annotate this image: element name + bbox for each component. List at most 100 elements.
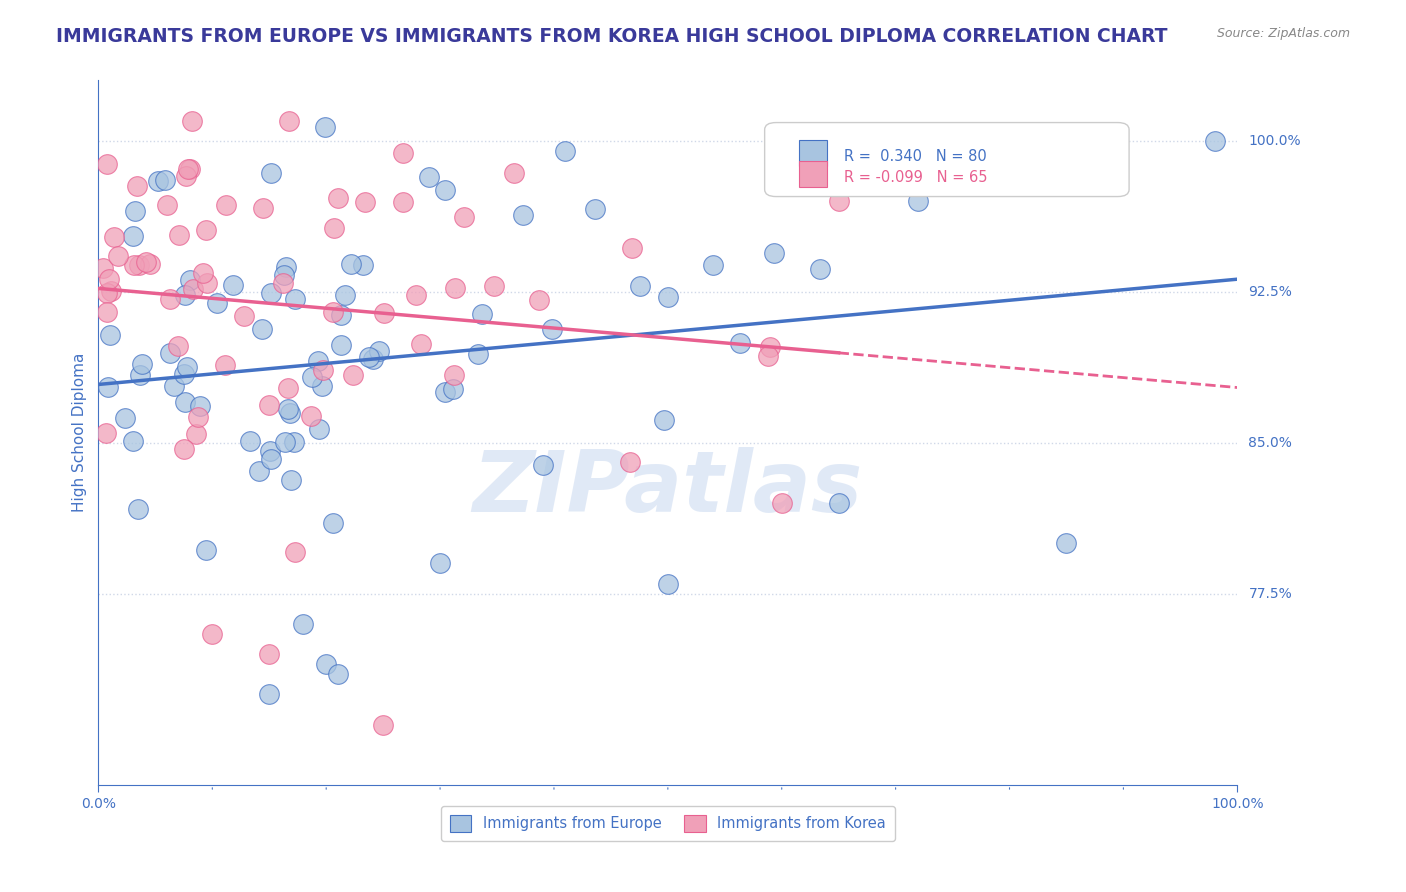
Point [205, 295, 228, 310]
Text: ZIPatlas: ZIPatlas [472, 448, 863, 531]
Point [299, 409, 322, 423]
Point [292, 616, 315, 631]
Point [100, 285, 122, 299]
Point [453, 210, 475, 224]
Point [444, 281, 467, 295]
Point [652, 413, 675, 427]
Point [907, 194, 929, 208]
Point [103, 230, 125, 244]
Point [471, 307, 494, 321]
Point [191, 267, 214, 281]
Point [214, 358, 236, 372]
Point [124, 258, 146, 272]
Point [441, 382, 464, 396]
Point [467, 347, 489, 361]
Point [657, 576, 679, 591]
Point [163, 378, 186, 392]
Point [657, 290, 679, 304]
Text: IMMIGRANTS FROM EUROPE VS IMMIGRANTS FROM KOREA HIGH SCHOOL DIPLOMA CORRELATION : IMMIGRANTS FROM EUROPE VS IMMIGRANTS FRO… [56, 27, 1168, 45]
Text: 77.5%: 77.5% [1249, 587, 1292, 600]
Point [128, 368, 150, 382]
Point [131, 357, 153, 371]
Text: 100.0%: 100.0% [1249, 134, 1301, 148]
Point [122, 229, 145, 244]
Point [352, 258, 374, 272]
Point [284, 544, 307, 558]
Point [114, 411, 136, 425]
Point [277, 381, 299, 395]
Point [502, 166, 524, 180]
Point [259, 687, 281, 701]
Point [94, 425, 117, 440]
Point [156, 198, 179, 212]
Point [166, 339, 188, 353]
Point [176, 359, 198, 374]
Point [315, 657, 337, 672]
Point [188, 399, 211, 413]
Point [195, 276, 218, 290]
Point [283, 434, 305, 449]
Point [201, 627, 224, 641]
Point [259, 286, 281, 301]
Point [335, 288, 357, 302]
Point [541, 322, 564, 336]
Point [359, 351, 381, 365]
Point [620, 241, 643, 255]
Point [174, 169, 197, 183]
Point [322, 221, 344, 235]
Point [367, 344, 389, 359]
Point [756, 349, 779, 363]
Point [139, 257, 162, 271]
Point [392, 195, 415, 210]
Point [628, 279, 651, 293]
Text: R =  0.340   N = 80: R = 0.340 N = 80 [845, 149, 987, 164]
Point [274, 260, 297, 274]
Point [96, 305, 118, 319]
Point [759, 340, 782, 354]
Point [433, 385, 456, 400]
Point [322, 305, 344, 319]
Point [763, 246, 786, 260]
Point [252, 201, 274, 215]
Point [146, 174, 169, 188]
Point [179, 162, 201, 177]
Text: Source: ZipAtlas.com: Source: ZipAtlas.com [1216, 27, 1350, 40]
Point [159, 345, 181, 359]
Point [181, 282, 204, 296]
Point [484, 278, 506, 293]
Point [153, 173, 176, 187]
Point [194, 542, 217, 557]
Point [173, 442, 195, 456]
Point [371, 717, 394, 731]
Point [339, 257, 361, 271]
Point [308, 422, 330, 436]
Text: 92.5%: 92.5% [1249, 285, 1292, 299]
Point [728, 335, 751, 350]
Point [135, 255, 157, 269]
Point [353, 194, 375, 209]
Point [405, 288, 427, 302]
Point [259, 443, 281, 458]
Point [186, 427, 208, 442]
Point [1204, 134, 1226, 148]
Point [277, 402, 299, 417]
Point [122, 434, 145, 449]
Point [326, 191, 349, 205]
FancyBboxPatch shape [765, 122, 1129, 196]
Bar [799, 140, 827, 166]
Point [274, 435, 297, 450]
Point [93, 260, 115, 275]
Point [326, 667, 349, 681]
Text: R = -0.099   N = 65: R = -0.099 N = 65 [845, 170, 988, 185]
Point [96, 157, 118, 171]
Point [1054, 536, 1078, 550]
Point [429, 557, 451, 571]
Point [280, 473, 302, 487]
Point [409, 336, 432, 351]
Point [433, 183, 456, 197]
Point [259, 647, 281, 661]
Point [314, 120, 336, 134]
Point [260, 166, 283, 180]
Legend: Immigrants from Europe, Immigrants from Korea: Immigrants from Europe, Immigrants from … [441, 805, 894, 841]
Point [330, 338, 353, 352]
